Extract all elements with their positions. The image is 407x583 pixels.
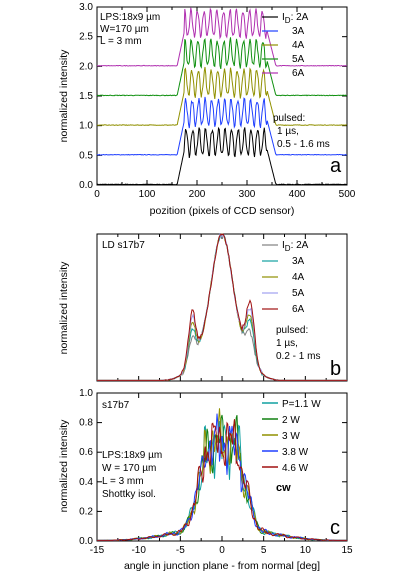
panel-b-legend-title: ID: 2A [282,240,309,253]
panel-a-legend-label: 6A [292,68,305,79]
panel-c-ytick-label: 1.0 [79,388,93,399]
panel-c-chart: -15 -10 -5 0 5 10 15 0.0 0.2 0.4 0.6 0.8 1.0 P=1.1 W… [58,388,353,572]
panel-a-ytick-label: 0.0 [79,180,93,191]
panel-b-legend-label: 6A [292,304,305,315]
panel-a-xtick-label: 400 [289,189,306,200]
panel-a-ytick-label: 1.0 [79,121,93,132]
panel-b-ylabel: normalized intensity [58,261,70,355]
panel-a-ytick-label: 2.0 [79,61,93,72]
panel-a-xtick-label: 500 [339,189,356,200]
panel-c-ytick-label: 0.0 [79,536,93,547]
panel-c-xtick-label: 10 [300,545,312,556]
panel-a-xtick-label: 300 [239,189,256,200]
panel-c-ytick-label: 0.8 [79,418,93,429]
panel-a-series-2A [96,126,347,186]
panel-b-curves [97,232,347,381]
panel-a-legend-label: 4A [292,40,305,51]
panel-b-legend-label: 5A [292,288,305,299]
panel-a-curves [96,7,348,186]
panel-c-legend-label: 4.6 W [282,463,309,474]
panel-a-letter: a [330,155,342,177]
panel-b-pulse-note-3: 0.2 - 1 ms [276,351,320,362]
panel-c-legend-label: 3.8 W [282,447,309,458]
panel-c-legend-label: 2 W [282,415,300,426]
panel-c-xtick-label: 0 [219,545,225,556]
panel-a-series-4A [96,66,347,127]
panel-c-ticks: -15 -10 -5 0 5 10 15 0.0 0.2 0.4 0.6 0.8 1.0 [79,388,353,556]
panel-c-xtick-label: -10 [131,545,146,556]
panel-a-pulse-note-3: 0.5 - 1.6 ms [277,139,330,150]
panel-b-pulse-note-1: pulsed: [276,325,308,336]
panel-a-ytick-label: 1.5 [79,91,93,102]
panel-b-chart: ID: 2A 3A 4A 5A 6A LD s17b7 pulsed: 1 µs, 0.… [58,232,348,382]
panel-a-series-5A [96,37,348,97]
panel-b-series-6A [97,233,347,381]
panel-c-xtick-label: -5 [176,545,185,556]
panel-a-series-6A [96,7,347,67]
panel-a-legend-label: 5A [292,54,305,65]
panel-c-xtick-label: 5 [261,545,267,556]
panel-a-xtick-label: 100 [139,189,156,200]
panel-b-letter: b [330,358,341,380]
panel-b-pulse-note-2: 1 µs, [276,338,298,349]
panel-a-note-2: W=170 µm [100,24,149,35]
panel-c-series-3 W [97,408,347,541]
panel-c-xlabel: angle in junction plane - from normal [d… [124,560,320,572]
panel-a-xlabel: pozition (pixels of CCD sensor) [150,205,295,217]
panel-c-xtick-label: 15 [341,545,353,556]
panel-b-legend: ID: 2A 3A 4A 5A 6A [262,240,309,315]
panel-a-chart: 0 100 200 300 400 500 0.0 0.5 1.0 1.5 2.0 2.5 3.0 ID… [58,2,356,217]
panel-a-note-3: L = 3 mm [100,36,142,47]
panel-a-xtick-label: 200 [189,189,206,200]
panel-c-ytick-label: 0.2 [79,506,93,517]
panel-a-xtick-label: 0 [94,189,100,200]
panel-c-note-1: LPS:18x9 µm [102,450,162,461]
panel-c-xtick-label: -15 [90,545,105,556]
panel-a-ytick-label: 3.0 [79,2,93,13]
panel-c-ytick-label: 0.4 [79,477,93,488]
panel-c-ylabel: normalized intensity [58,419,70,513]
panel-c-mode-label: cw [276,482,291,494]
panel-c-note-4: Shottky isol. [102,489,156,500]
panel-a-pulse-note-1: pulsed: [273,113,305,124]
panel-c-series-4.6 W [97,419,347,541]
panel-b-legend-label: 4A [292,272,305,283]
panel-a-note-1: LPS:18x9 µm [100,12,160,23]
panel-a-legend-title: ID: 2A [282,12,309,25]
panel-c-note-3: L = 3 mm [102,476,144,487]
panel-a-series-3A [96,96,347,156]
panel-a-pulse-note-2: 1 µs, [277,126,299,137]
panel-b-legend-label: 3A [292,256,305,267]
panel-a-ytick-label: 2.5 [79,32,93,43]
panel-c-note-2: W = 170 µm [102,463,156,474]
panel-c-legend-label: 3 W [282,431,300,442]
panel-a-ytick-label: 0.5 [79,150,93,161]
panel-c-legend-label: P=1.1 W [282,399,321,410]
panel-a-ylabel: normalized intensity [58,49,70,143]
panel-a-legend-label: 3A [292,26,305,37]
panel-c-device-label: s17b7 [102,400,130,411]
panel-c-letter: c [330,517,340,539]
panel-a-ticks: 0 100 200 300 400 500 0.0 0.5 1.0 1.5 2.0 2.5 3.0 [79,2,356,200]
panel-c-ytick-label: 0.6 [79,447,93,458]
panel-b-ticks [96,234,348,381]
panel-b-device-label: LD s17b7 [102,240,145,251]
panel-c-curves [97,408,347,541]
panel-c-legend: P=1.1 W 2 W 3 W 3.8 W 4.6 W [262,399,321,474]
